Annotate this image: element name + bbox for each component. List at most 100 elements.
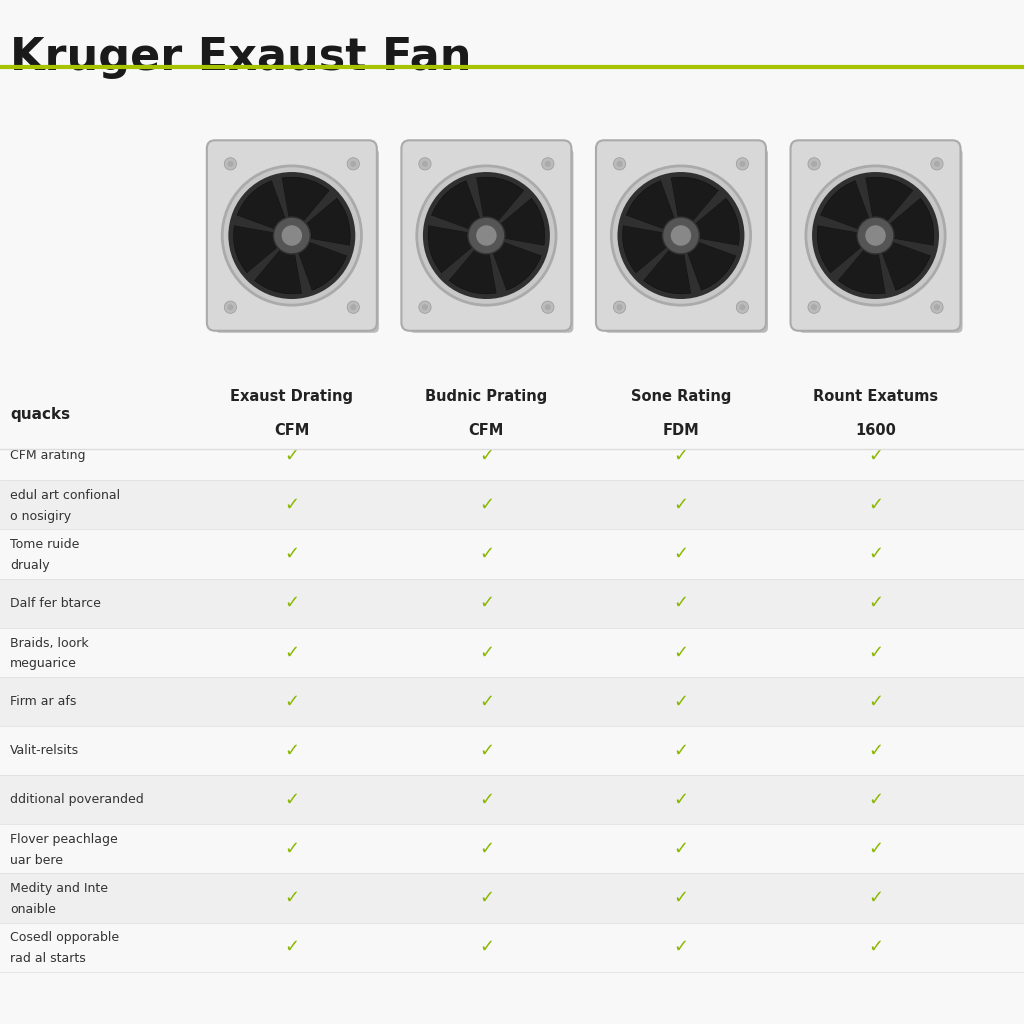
Wedge shape xyxy=(643,236,691,294)
Text: Dalf fer btarce: Dalf fer btarce xyxy=(10,597,101,609)
Text: ✓: ✓ xyxy=(285,692,299,711)
Bar xyxy=(0,726,1024,775)
Wedge shape xyxy=(428,225,486,273)
Text: onaible: onaible xyxy=(10,903,56,915)
Wedge shape xyxy=(431,180,486,236)
Wedge shape xyxy=(817,225,876,273)
FancyBboxPatch shape xyxy=(604,148,768,333)
Text: ✓: ✓ xyxy=(285,840,299,858)
Circle shape xyxy=(613,158,626,170)
Text: ✓: ✓ xyxy=(479,496,494,514)
Text: Firm ar afs: Firm ar afs xyxy=(10,695,77,708)
Wedge shape xyxy=(856,178,876,236)
Bar xyxy=(0,923,1024,972)
Wedge shape xyxy=(681,236,738,255)
Text: ✓: ✓ xyxy=(868,446,883,465)
Text: ✓: ✓ xyxy=(868,791,883,809)
Wedge shape xyxy=(830,236,876,281)
Circle shape xyxy=(350,304,356,310)
Wedge shape xyxy=(476,177,524,236)
Text: ✓: ✓ xyxy=(674,643,688,662)
Wedge shape xyxy=(449,236,497,294)
Circle shape xyxy=(865,225,886,246)
Text: Braids, loork: Braids, loork xyxy=(10,637,89,649)
Text: ✓: ✓ xyxy=(285,741,299,760)
Wedge shape xyxy=(876,236,931,291)
Text: ✓: ✓ xyxy=(285,643,299,662)
Circle shape xyxy=(931,301,943,313)
Text: ✓: ✓ xyxy=(285,545,299,563)
Circle shape xyxy=(739,304,745,310)
Text: ✓: ✓ xyxy=(868,643,883,662)
Text: ✓: ✓ xyxy=(479,692,494,711)
Text: Flover peachlage: Flover peachlage xyxy=(10,834,118,846)
Wedge shape xyxy=(292,198,350,246)
Wedge shape xyxy=(254,236,302,294)
Circle shape xyxy=(273,217,310,254)
Text: ✓: ✓ xyxy=(285,496,299,514)
Circle shape xyxy=(857,217,894,254)
Wedge shape xyxy=(237,180,292,236)
Circle shape xyxy=(476,225,497,246)
Circle shape xyxy=(545,161,551,167)
Text: ✓: ✓ xyxy=(674,545,688,563)
Circle shape xyxy=(934,161,940,167)
Wedge shape xyxy=(233,225,292,273)
Text: CFM: CFM xyxy=(469,423,504,437)
Text: Medity and Inte: Medity and Inte xyxy=(10,883,109,895)
Text: ✓: ✓ xyxy=(674,446,688,465)
Circle shape xyxy=(350,161,356,167)
Wedge shape xyxy=(662,178,681,236)
Circle shape xyxy=(616,161,623,167)
Wedge shape xyxy=(234,216,292,236)
Wedge shape xyxy=(624,216,681,236)
Circle shape xyxy=(542,301,554,313)
Wedge shape xyxy=(681,236,736,291)
Text: ✓: ✓ xyxy=(479,741,494,760)
Circle shape xyxy=(347,158,359,170)
Text: ✓: ✓ xyxy=(479,643,494,662)
Text: ✓: ✓ xyxy=(285,594,299,612)
Text: Kruger Exaust Fan: Kruger Exaust Fan xyxy=(10,36,472,79)
Wedge shape xyxy=(467,178,486,236)
Bar xyxy=(0,775,1024,824)
Text: ✓: ✓ xyxy=(479,446,494,465)
Text: ✓: ✓ xyxy=(285,889,299,907)
Text: meguarice: meguarice xyxy=(10,657,77,670)
Circle shape xyxy=(808,301,820,313)
Circle shape xyxy=(934,304,940,310)
FancyBboxPatch shape xyxy=(207,140,377,331)
Circle shape xyxy=(613,301,626,313)
Wedge shape xyxy=(820,180,876,236)
Text: ✓: ✓ xyxy=(674,791,688,809)
Text: ✓: ✓ xyxy=(674,840,688,858)
Text: ✓: ✓ xyxy=(479,938,494,956)
Circle shape xyxy=(611,166,751,305)
Text: Budnic Prating: Budnic Prating xyxy=(425,389,548,403)
Bar xyxy=(0,677,1024,726)
Wedge shape xyxy=(282,177,330,236)
Wedge shape xyxy=(876,190,921,236)
Bar xyxy=(0,529,1024,579)
Circle shape xyxy=(545,304,551,310)
FancyBboxPatch shape xyxy=(799,148,963,333)
Wedge shape xyxy=(681,236,700,293)
Text: Exaust Drating: Exaust Drating xyxy=(230,389,353,403)
Wedge shape xyxy=(636,236,681,281)
Text: Valit-relsits: Valit-relsits xyxy=(10,744,80,757)
Circle shape xyxy=(422,161,428,167)
Text: ✓: ✓ xyxy=(479,545,494,563)
Circle shape xyxy=(616,304,623,310)
Text: ✓: ✓ xyxy=(479,791,494,809)
Text: rad al starts: rad al starts xyxy=(10,952,86,965)
Wedge shape xyxy=(876,198,934,246)
Circle shape xyxy=(739,161,745,167)
Circle shape xyxy=(806,166,945,305)
Wedge shape xyxy=(623,225,681,273)
Wedge shape xyxy=(671,177,719,236)
Wedge shape xyxy=(486,198,545,246)
Text: CFM: CFM xyxy=(274,423,309,437)
Bar xyxy=(0,628,1024,677)
Circle shape xyxy=(417,166,556,305)
Wedge shape xyxy=(486,236,506,293)
